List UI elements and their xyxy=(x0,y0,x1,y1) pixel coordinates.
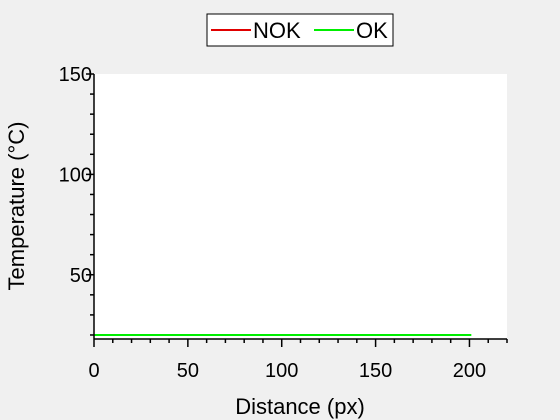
x-axis-title: Distance (px) xyxy=(235,394,365,419)
x-tick-label: 100 xyxy=(265,360,298,382)
y-tick-label: 150 xyxy=(59,64,92,86)
x-tick-label: 200 xyxy=(453,360,486,382)
legend-label-nok: NOK xyxy=(253,18,301,43)
y-tick-label: 50 xyxy=(70,265,92,287)
x-tick-label: 150 xyxy=(359,360,392,382)
legend: NOK OK xyxy=(206,13,394,47)
plot-area xyxy=(94,74,507,339)
y-tick-label: 100 xyxy=(59,164,92,186)
x-tick-label: 50 xyxy=(177,360,199,382)
x-tick-label: 0 xyxy=(88,360,99,382)
y-axis-title: Temperature (°C) xyxy=(4,122,29,291)
legend-label-ok: OK xyxy=(356,18,388,43)
axes-layer: 0 50 100 150 200 50 100 150 xyxy=(59,64,508,382)
